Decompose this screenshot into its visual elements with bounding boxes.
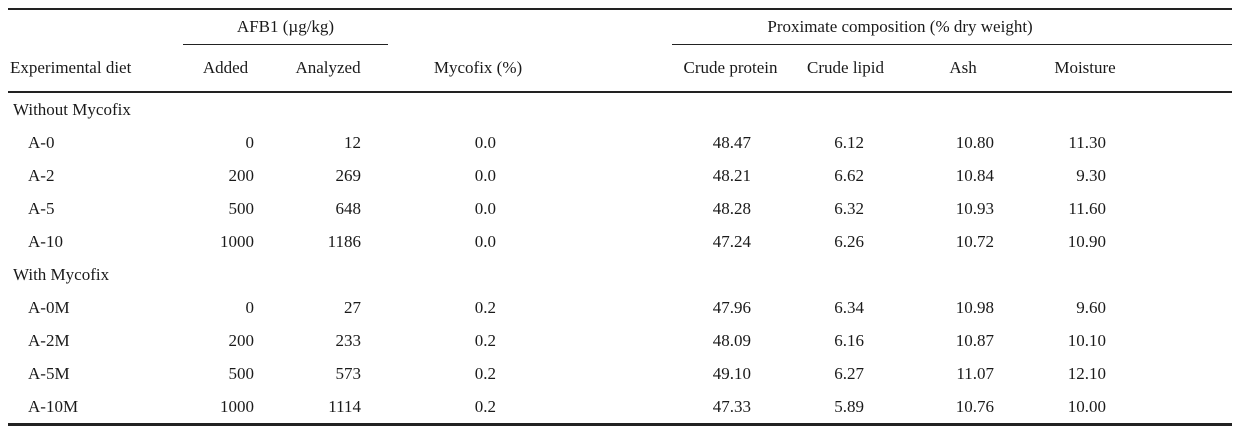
cell-analyzed: 269 — [335, 165, 362, 185]
table-row: A-2M 200 233 0.2 48.09 6.16 10.87 10.10 — [8, 324, 1232, 357]
cell-crude-protein: 48.21 — [712, 165, 752, 185]
cell-moisture: 10.90 — [1067, 231, 1107, 251]
cell-crude-protein: 48.47 — [712, 132, 752, 152]
table-row: A-10 1000 1186 0.0 47.24 6.26 10.72 10.9… — [8, 225, 1232, 258]
cell-added: 200 — [228, 330, 255, 350]
col-header-crude-protein: Crude protein — [568, 44, 784, 93]
col-header-analyzed: Analyzed — [268, 44, 389, 93]
cell-analyzed: 648 — [335, 198, 362, 218]
cell-moisture: 12.10 — [1067, 363, 1107, 383]
group-header-proximate-label: Proximate composition (% dry weight) — [767, 17, 1033, 37]
col-header-moisture: Moisture — [1018, 44, 1233, 93]
diet-cell: A-10 — [28, 231, 63, 251]
cell-crude-protein: 48.28 — [712, 198, 752, 218]
cell-moisture: 10.10 — [1067, 330, 1107, 350]
table-row: A-0M 0 27 0.2 47.96 6.34 10.98 9.60 — [8, 291, 1232, 324]
cell-mycofix: 0.2 — [474, 363, 497, 383]
cell-added: 0 — [245, 132, 255, 152]
cell-crude-lipid: 6.12 — [834, 132, 865, 152]
cell-crude-lipid: 5.89 — [834, 396, 865, 416]
section-label: With Mycofix — [13, 264, 110, 284]
col-header-ash: Ash — [908, 44, 1019, 93]
cell-analyzed: 27 — [344, 297, 362, 317]
diet-composition-table: AFB1 (µg/kg) Proximate composition (% dr… — [8, 8, 1233, 426]
cell-added: 200 — [228, 165, 255, 185]
table-body: Without Mycofix A-0 0 12 0.0 48.47 6.12 … — [8, 92, 1232, 425]
cell-crude-protein: 47.96 — [712, 297, 752, 317]
table-row: A-5M 500 573 0.2 49.10 6.27 11.07 12.10 — [8, 357, 1232, 390]
cell-mycofix: 0.2 — [474, 396, 497, 416]
diet-cell: A-0 — [28, 132, 55, 152]
cell-analyzed: 233 — [335, 330, 362, 350]
col-header-experimental-diet: Experimental diet — [8, 44, 183, 93]
table-row: A-0 0 12 0.0 48.47 6.12 10.80 11.30 — [8, 126, 1232, 159]
diet-cell: A-2 — [28, 165, 55, 185]
column-header-row: Experimental diet Added Analyzed Mycofix… — [8, 44, 1233, 93]
table-row: A-2 200 269 0.0 48.21 6.62 10.84 9.30 — [8, 159, 1232, 192]
table-row: A-5 500 648 0.0 48.28 6.32 10.93 11.60 — [8, 192, 1232, 225]
cell-ash: 10.87 — [955, 330, 995, 350]
cell-crude-lipid: 6.26 — [834, 231, 865, 251]
group-header-row: AFB1 (µg/kg) Proximate composition (% dr… — [8, 9, 1233, 45]
cell-analyzed: 573 — [335, 363, 362, 383]
section-header-row: With Mycofix — [8, 258, 1232, 291]
cell-moisture: 10.00 — [1067, 396, 1107, 416]
cell-moisture: 11.60 — [1068, 198, 1107, 218]
col-header-added: Added — [183, 44, 268, 93]
cell-mycofix: 0.2 — [474, 330, 497, 350]
cell-analyzed: 12 — [344, 132, 362, 152]
diet-cell: A-2M — [28, 330, 70, 350]
cell-mycofix: 0.0 — [474, 231, 497, 251]
cell-ash: 10.93 — [955, 198, 995, 218]
col-header-mycofix-percent: Mycofix (%) — [388, 44, 569, 93]
cell-ash: 10.72 — [955, 231, 995, 251]
cell-crude-lipid: 6.62 — [834, 165, 865, 185]
cell-crude-protein: 48.09 — [712, 330, 752, 350]
cell-crude-lipid: 6.34 — [834, 297, 865, 317]
cell-ash: 10.84 — [955, 165, 995, 185]
diet-composition-table-wrap: AFB1 (µg/kg) Proximate composition (% dr… — [8, 8, 1233, 426]
cell-moisture: 11.30 — [1068, 132, 1107, 152]
cell-moisture: 9.60 — [1076, 297, 1107, 317]
cell-crude-lipid: 6.27 — [834, 363, 865, 383]
cell-added: 1000 — [220, 396, 254, 416]
proximate-span-rule — [672, 43, 1233, 45]
group-header-proximate-composition: Proximate composition (% dry weight) — [568, 9, 1233, 45]
cell-crude-protein: 47.33 — [712, 396, 752, 416]
table-row: A-10M 1000 1114 0.2 47.33 5.89 10.76 10.… — [8, 390, 1232, 425]
cell-added: 0 — [245, 297, 255, 317]
cell-ash: 10.98 — [955, 297, 995, 317]
section-label: Without Mycofix — [13, 99, 131, 119]
cell-analyzed: 1186 — [327, 231, 362, 251]
section-header-row: Without Mycofix — [8, 92, 1232, 126]
group-header-spacer — [388, 9, 568, 45]
diet-cell: A-5 — [28, 198, 55, 218]
group-header-afb1: AFB1 (µg/kg) — [183, 9, 389, 45]
cell-added: 500 — [228, 198, 255, 218]
cell-crude-protein: 47.24 — [712, 231, 752, 251]
cell-ash: 11.07 — [956, 363, 995, 383]
cell-mycofix: 0.0 — [474, 198, 497, 218]
cell-crude-lipid: 6.16 — [834, 330, 865, 350]
cell-mycofix: 0.0 — [474, 132, 497, 152]
group-header-spacer — [8, 9, 183, 45]
cell-mycofix: 0.0 — [474, 165, 497, 185]
cell-moisture: 9.30 — [1076, 165, 1107, 185]
cell-ash: 10.76 — [955, 396, 995, 416]
cell-analyzed: 1114 — [328, 396, 362, 416]
diet-cell: A-0M — [28, 297, 70, 317]
col-header-crude-lipid: Crude lipid — [783, 44, 909, 93]
cell-crude-protein: 49.10 — [712, 363, 752, 383]
diet-cell: A-5M — [28, 363, 70, 383]
diet-cell: A-10M — [28, 396, 79, 416]
cell-added: 1000 — [220, 231, 254, 251]
cell-crude-lipid: 6.32 — [834, 198, 865, 218]
cell-mycofix: 0.2 — [474, 297, 497, 317]
cell-ash: 10.80 — [955, 132, 995, 152]
cell-added: 500 — [228, 363, 255, 383]
